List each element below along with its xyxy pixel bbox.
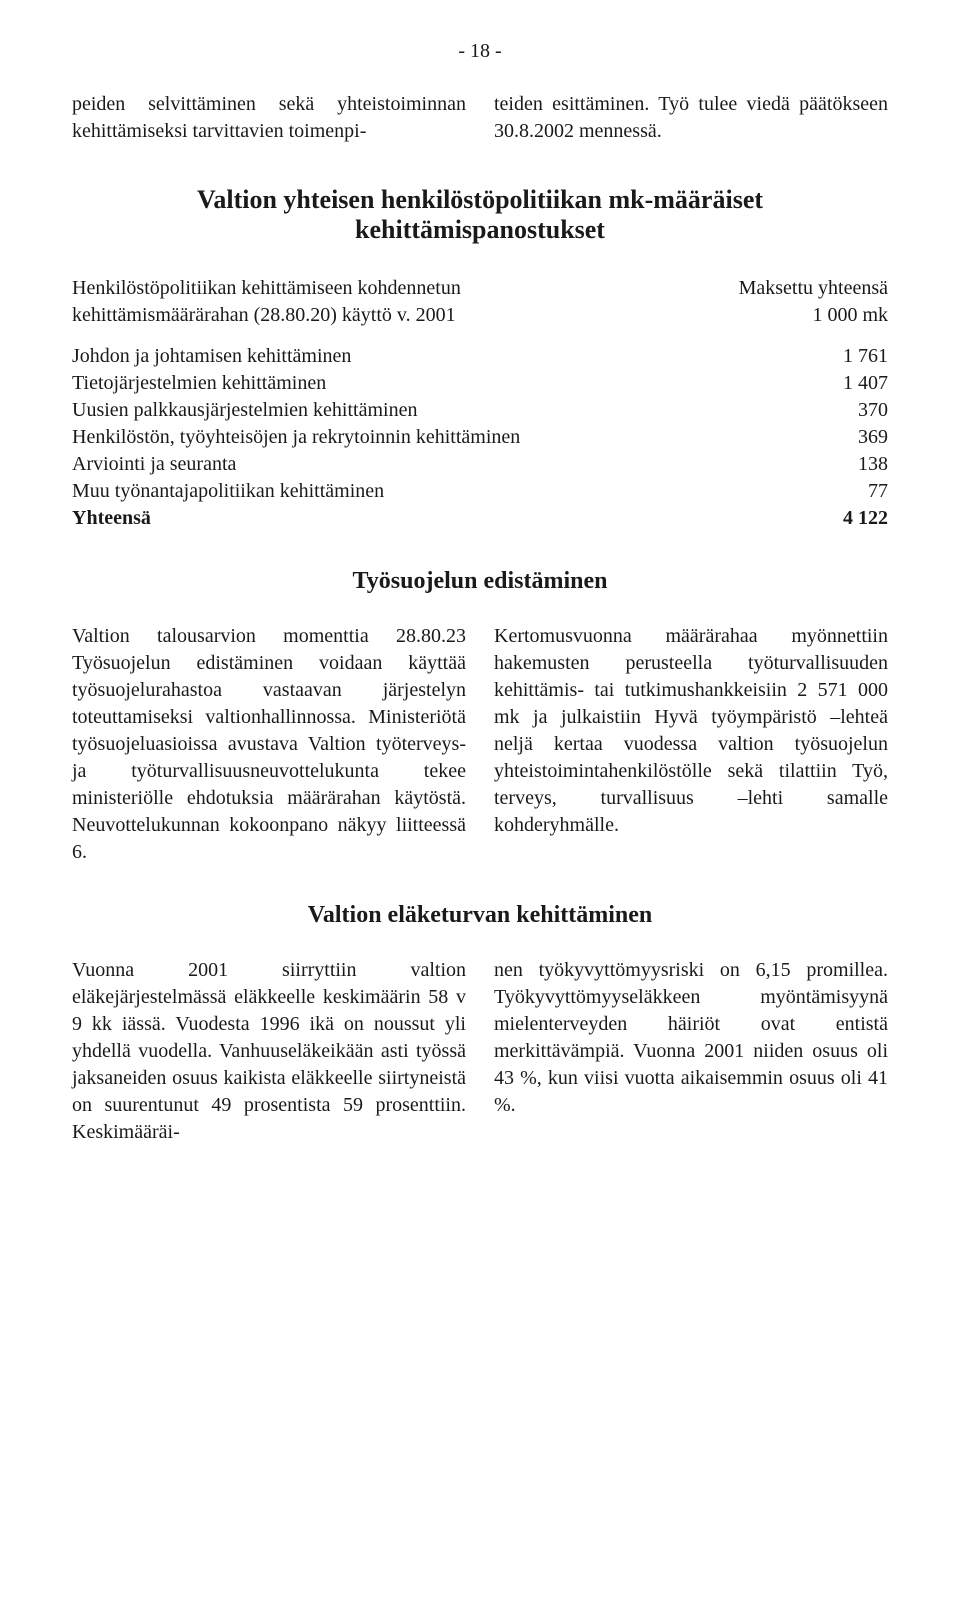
- table-row: Muu työnantajapolitiikan kehittäminen 77: [72, 478, 888, 505]
- page-number: - 18 -: [72, 40, 888, 63]
- table-row-label: Henkilöstön, työyhteisöjen ja rekrytoinn…: [72, 424, 798, 451]
- table-row: Johdon ja johtamisen kehittäminen 1 761: [72, 343, 888, 370]
- table-total-value: 4 122: [798, 505, 888, 532]
- table-header-left-line1: Henkilöstöpolitiikan kehittämiseen kohde…: [72, 275, 461, 302]
- table-header-right-line2: 1 000 mk: [739, 302, 888, 329]
- section3-title: Valtion eläketurvan kehittäminen: [72, 902, 888, 929]
- table-row: Tietojärjestelmien kehittäminen 1 407: [72, 370, 888, 397]
- table-row-label: Johdon ja johtamisen kehittäminen: [72, 343, 798, 370]
- table-row-value: 1 407: [798, 370, 888, 397]
- table-row: Henkilöstön, työyhteisöjen ja rekrytoinn…: [72, 424, 888, 451]
- table-header-right: Maksettu yhteensä 1 000 mk: [739, 275, 888, 329]
- table-header-left: Henkilöstöpolitiikan kehittämiseen kohde…: [72, 275, 461, 329]
- table-total-label: Yhteensä: [72, 505, 798, 532]
- table-row-label: Tietojärjestelmien kehittäminen: [72, 370, 798, 397]
- table-row-label: Uusien palkkausjärjestelmien kehittämine…: [72, 397, 798, 424]
- section3-right-paragraph: nen työkyvyttömyysriski on 6,15 promille…: [494, 957, 888, 1119]
- section2-columns: Valtion talousarvion momenttia 28.80.23 …: [72, 623, 888, 866]
- table-header: Henkilöstöpolitiikan kehittämiseen kohde…: [72, 275, 888, 329]
- table-total-row: Yhteensä 4 122: [72, 505, 888, 532]
- table-header-right-line1: Maksettu yhteensä: [739, 275, 888, 302]
- section1-title: Valtion yhteisen henkilöstöpolitiikan mk…: [72, 185, 888, 245]
- section3-columns: Vuonna 2001 siirryttiin valtion eläkejär…: [72, 957, 888, 1146]
- section3-left-paragraph: Vuonna 2001 siirryttiin valtion eläkejär…: [72, 957, 466, 1146]
- table-row-value: 77: [798, 478, 888, 505]
- table-row-label: Arviointi ja seuranta: [72, 451, 798, 478]
- table-row-value: 138: [798, 451, 888, 478]
- intro-left-paragraph: peiden selvittäminen sekä yhteistoiminna…: [72, 91, 466, 145]
- section2-right-paragraph: Kertomusvuonna määrärahaa myönnettiin ha…: [494, 623, 888, 839]
- intro-right-paragraph: teiden esittäminen. Työ tulee viedä päät…: [494, 91, 888, 145]
- table-row-value: 1 761: [798, 343, 888, 370]
- table-row-value: 370: [798, 397, 888, 424]
- table-row-value: 369: [798, 424, 888, 451]
- table-row-label: Muu työnantajapolitiikan kehittäminen: [72, 478, 798, 505]
- section2-title: Työsuojelun edistäminen: [72, 568, 888, 595]
- table-header-left-line2: kehittämismäärärahan (28.80.20) käyttö v…: [72, 302, 461, 329]
- section2-left-paragraph: Valtion talousarvion momenttia 28.80.23 …: [72, 623, 466, 866]
- intro-columns: peiden selvittäminen sekä yhteistoiminna…: [72, 91, 888, 145]
- budget-table: Henkilöstöpolitiikan kehittämiseen kohde…: [72, 275, 888, 532]
- table-row: Arviointi ja seuranta 138: [72, 451, 888, 478]
- table-row: Uusien palkkausjärjestelmien kehittämine…: [72, 397, 888, 424]
